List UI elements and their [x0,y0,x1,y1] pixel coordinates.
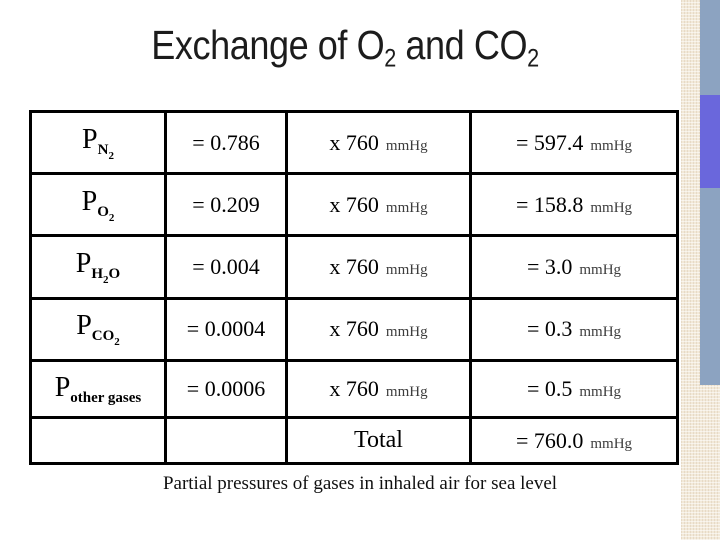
fraction-cell [164,416,288,465]
result-value: = 760.0 [515,427,584,453]
table-row: Pother gases = 0.0006 x 760 mmHg = 0.5 mmHg [29,358,679,420]
result-cell: = 3.0 mmHg [469,234,679,300]
table-row: PH2O = 0.004 x 760 mmHg = 3.0 mmHg [29,234,679,300]
result-value: = 597.4 [515,129,584,155]
gas-subscript: CO [91,328,115,345]
total-label: Total [354,427,403,454]
multiplier-value: x 760 [329,316,379,342]
multiplier-cell: x 760 mmHg [285,109,472,176]
fraction-value: = 0.004 [192,254,260,279]
result-value: = 0.5 [526,376,573,402]
unit-label: mmHg [579,324,622,341]
result-cell: = 158.8 mmHg [469,172,679,238]
title-text: and CO [395,22,528,68]
multiplier-cell: x 760 mmHg [285,358,472,420]
unit-label: mmHg [385,137,428,154]
gas-subscript: other gases [70,389,142,406]
title-subscript: 2 [527,45,539,73]
result-value: = 0.3 [526,316,573,342]
result-cell: = 760.0 mmHg [469,416,679,465]
fraction-value: = 0.209 [192,191,260,217]
unit-label: mmHg [385,384,428,401]
pressure-symbol: P [82,123,98,155]
unit-label: mmHg [385,262,428,278]
fraction-cell: = 0.004 [164,234,288,300]
pressure-symbol: P [76,310,92,342]
slide-title: Exchange of O2 and CO2 [41,20,648,84]
gas-label-cell [29,416,167,465]
vertical-accent-bar [700,0,720,385]
partial-pressure-table: PN2 = 0.786 x 760 mmHg = 597.4 mmHg PO2 = 0.209… [29,109,679,465]
result-value: = 158.8 [515,191,584,217]
pressure-table-body: PN2 = 0.786 x 760 mmHg = 597.4 mmHg PO2 = 0.209… [29,109,679,465]
gas-subscript: 2 [114,336,120,349]
title-subscript: 2 [384,45,396,73]
pressure-symbol: P [75,248,92,279]
table-caption: Partial pressures of gases in inhaled ai… [162,473,558,494]
fraction-cell: = 0.0004 [164,296,288,362]
gas-subscript: O [108,266,121,282]
unit-label: mmHg [385,324,428,341]
gas-subscript: 2 [103,274,109,286]
result-cell: = 0.3 mmHg [469,296,679,362]
multiplier-value: x 760 [329,254,379,279]
multiplier-cell: x 760 mmHg [285,172,472,238]
fraction-value: = 0.0004 [186,316,266,342]
multiplier-value: x 760 [329,376,379,402]
multiplier-value: x 760 [329,129,379,155]
pressure-symbol: P [54,371,71,403]
gas-subscript: 2 [108,211,115,224]
fraction-value: = 0.0006 [186,376,266,402]
table-row: PCO2 = 0.0004 x 760 mmHg = 0.3 mmHg [29,296,679,362]
gas-subscript: 2 [108,149,114,162]
table-row: PO2 = 0.209 x 760 mmHg = 158.8 mmHg [29,172,679,238]
multiplier-value: x 760 [329,191,379,217]
result-value: = 3.0 [526,254,573,279]
multiplier-cell: x 760 mmHg [285,234,472,300]
fraction-cell: = 0.0006 [164,358,288,420]
result-cell: = 0.5 mmHg [469,358,679,420]
table-row: Total = 760.0 mmHg [29,416,679,465]
unit-label: mmHg [385,199,428,216]
unit-label: mmHg [590,435,633,452]
fraction-cell: = 0.786 [164,109,288,176]
unit-label: mmHg [579,262,622,278]
gas-subscript: N [97,141,109,158]
pressure-symbol: P [81,185,98,217]
gas-subscript: H [91,266,104,282]
fraction-cell: = 0.209 [164,172,288,238]
table-row: PN2 = 0.786 x 760 mmHg = 597.4 mmHg [29,109,679,176]
gas-label-cell: PN2 [29,109,167,176]
gas-label-cell: PO2 [29,172,167,238]
fraction-value: = 0.786 [192,129,260,155]
gas-label-cell: PCO2 [29,296,167,362]
gas-subscript: O [97,203,109,220]
gas-label-cell: Pother gases [29,358,167,420]
title-text: Exchange of O [151,22,385,68]
accent-bar-highlight [700,95,720,188]
gas-label-cell: PH2O [29,234,167,300]
multiplier-cell: x 760 mmHg [285,296,472,362]
unit-label: mmHg [590,199,633,216]
unit-label: mmHg [579,384,622,401]
unit-label: mmHg [590,137,633,154]
total-cell: Total [285,416,472,465]
result-cell: = 597.4 mmHg [469,109,679,176]
